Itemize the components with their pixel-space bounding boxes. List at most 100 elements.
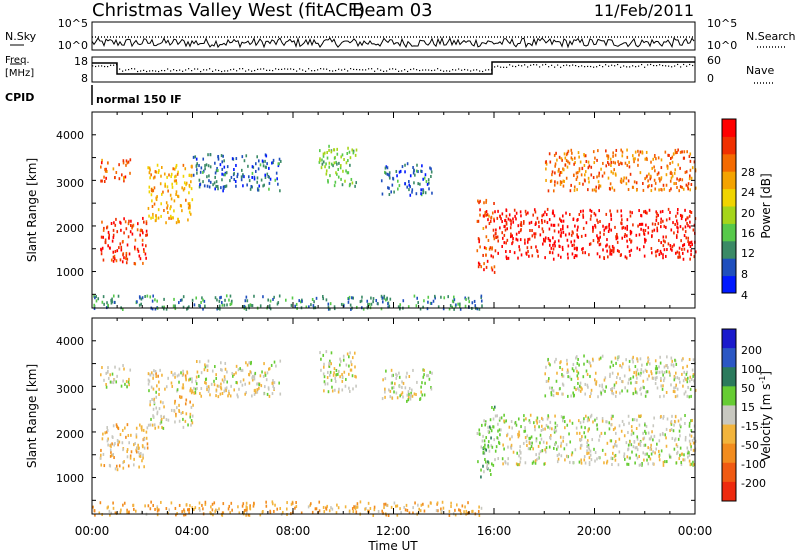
nave-point: [260, 68, 262, 70]
power-cells-cell: [620, 221, 622, 225]
power-cells-cell: [625, 176, 628, 180]
power-cells-cell: [593, 188, 596, 192]
velocity-cells-cell: [566, 423, 569, 427]
velocity-cells-cell: [612, 363, 615, 367]
power-cells-cell: [157, 216, 160, 220]
velocity-cells-cell: [595, 382, 598, 386]
nave-point: [335, 69, 337, 72]
power-cells-cell: [656, 212, 658, 216]
power-cells-cell: [683, 247, 686, 251]
velocity-cells-cell: [682, 357, 684, 361]
power-cells-cell: [221, 172, 223, 176]
power-cells-cell: [570, 183, 572, 187]
power-cells-cell: [251, 165, 254, 169]
power-cells-cell: [347, 300, 350, 304]
power-cells-cell: [643, 237, 646, 241]
power-cells-cell: [628, 249, 631, 253]
power-cells-cell: [459, 302, 461, 306]
velocity-cells-cell: [684, 376, 686, 380]
velocity-cells-cell: [196, 386, 198, 390]
velocity-cells-cell: [516, 463, 519, 467]
power-cells-cell: [611, 244, 614, 248]
velocity-cells-cell: [182, 372, 185, 376]
velocity-cells-cell: [579, 381, 582, 385]
power-cells-cell: [224, 298, 226, 302]
velocity-cells-cell: [353, 351, 356, 355]
power-cells-cell: [612, 151, 614, 155]
velocity-cells-cell: [611, 389, 613, 393]
velocity-cells-cell: [276, 507, 279, 511]
velocity-cells-cell: [685, 372, 688, 376]
power-cells-cell: [575, 254, 578, 258]
power-cells-cell: [641, 222, 644, 226]
velocity-cells-cell: [94, 513, 96, 517]
velocity-cells-cell: [611, 387, 614, 391]
velocity-cells-cell: [124, 426, 126, 430]
velocity-cells-cell: [119, 510, 122, 514]
velocity-cells-cell: [400, 511, 402, 515]
velocity-cells-cell: [349, 351, 351, 355]
power-cells-cell: [145, 222, 148, 226]
power-cells-cell: [637, 163, 639, 167]
power-cells-cell: [681, 247, 683, 251]
power-cells-cell: [588, 164, 591, 168]
power-cells-cell: [541, 227, 544, 231]
velocity-cells-cell: [644, 394, 647, 398]
power-cells-cell: [354, 184, 356, 188]
velocity-cells-cell: [640, 463, 642, 467]
velocity-cells-cell: [627, 414, 630, 418]
power-cells-cell: [577, 151, 580, 155]
power-cells-cell: [151, 299, 154, 303]
power-cells-cell: [670, 156, 672, 160]
velocity-cells-cell: [395, 372, 397, 376]
velocity-cells-cell: [620, 365, 623, 369]
power-cells-cell: [579, 160, 582, 164]
power-cells-cell: [325, 162, 327, 166]
velocity-cells-cell: [416, 380, 418, 384]
velocity-cells-cell: [184, 402, 187, 406]
power-cells-cell: [133, 261, 136, 265]
velocity-cells-cell: [245, 361, 247, 365]
power-cells-cell: [398, 170, 401, 174]
velocity-cells-cell: [692, 448, 695, 452]
velocity-cells-cell: [561, 367, 564, 371]
power-cells-cell: [527, 237, 529, 241]
velocity-cells-cell: [110, 444, 112, 448]
velocity-cells-cell: [111, 453, 113, 457]
velocity-cells-cell: [621, 419, 624, 423]
power-cells-cell: [608, 227, 611, 231]
velocity-cells-cell: [544, 448, 546, 452]
power-cells-cell: [562, 227, 564, 231]
nave-point: [278, 68, 280, 71]
nave-point: [272, 69, 274, 72]
power-cells-cell: [388, 173, 390, 177]
power-cells-cell: [664, 150, 667, 154]
power-cells-cell: [669, 210, 671, 214]
velocity-cells-cell: [113, 443, 116, 447]
velocity-cells-cell: [460, 511, 462, 515]
velocity-cells-cell: [573, 386, 576, 390]
velocity-cells-cell: [641, 463, 643, 467]
velocity-cells-cell: [146, 426, 149, 430]
power-cells-cell: [506, 227, 509, 231]
power-cells-cell: [115, 259, 118, 263]
velocity-cells-cell: [419, 509, 422, 513]
power-cells-cell: [104, 238, 107, 242]
power-cells-cell: [681, 214, 684, 218]
power-cells-cell: [483, 268, 485, 272]
power-cells-cell: [524, 241, 526, 245]
power-cells-cell: [607, 156, 609, 160]
power-cells-cell: [339, 166, 342, 170]
power-cells-cell: [251, 175, 253, 179]
velocity-cells-cell: [272, 384, 275, 388]
velocity-cells-cell: [636, 437, 639, 441]
power-cells-cell: [658, 239, 660, 243]
velocity-cells-cell: [325, 350, 328, 354]
power-cells-cell: [235, 184, 237, 188]
velocity-cells-cell: [583, 458, 586, 462]
power-cells-cell: [111, 297, 113, 301]
power-cells-cell: [409, 185, 411, 189]
power-cells-cell: [596, 175, 598, 179]
velocity-cells-cell: [536, 458, 538, 462]
power-cells-cell: [587, 188, 589, 192]
